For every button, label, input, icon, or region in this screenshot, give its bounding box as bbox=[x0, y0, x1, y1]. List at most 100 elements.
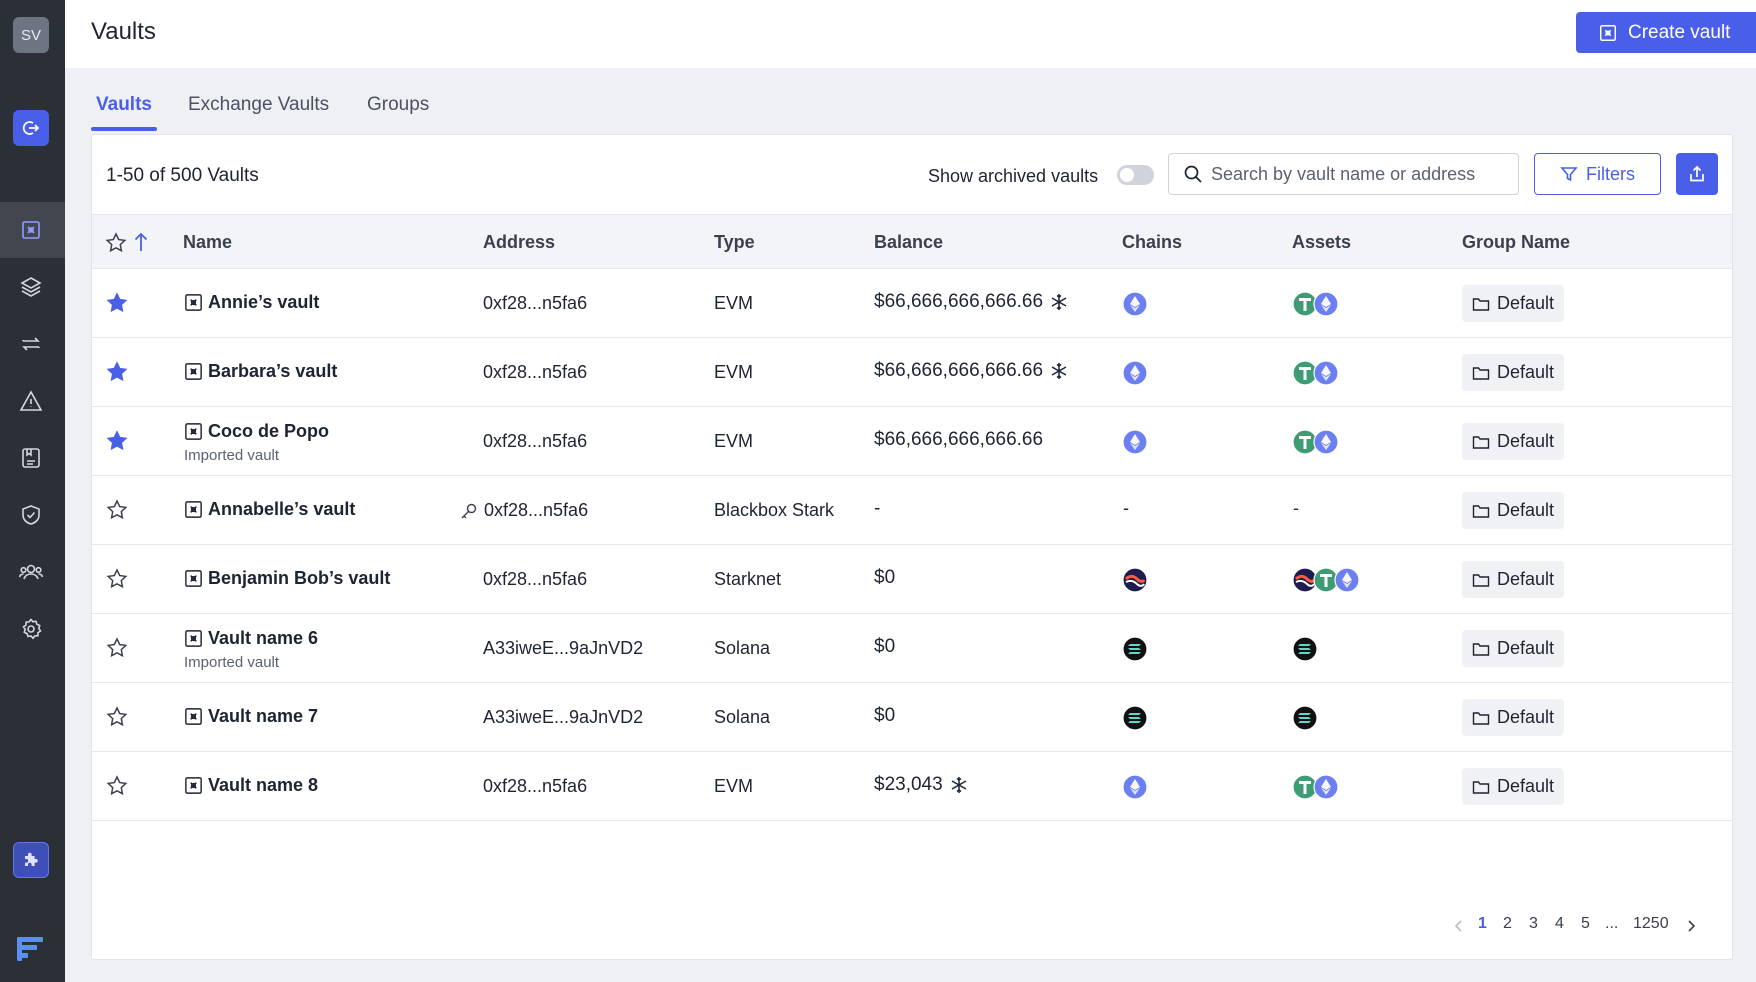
star-filled-icon[interactable] bbox=[105, 291, 129, 315]
vault-name[interactable]: Vault name 8 bbox=[183, 775, 318, 796]
vault-balance-text: $0 bbox=[874, 567, 896, 588]
vault-address[interactable]: 0xf28...n5fa6 bbox=[483, 776, 587, 797]
vault-icon bbox=[185, 363, 202, 380]
create-vault-button[interactable]: Create vault bbox=[1576, 12, 1756, 53]
exit-button[interactable] bbox=[13, 110, 49, 146]
asset-badge bbox=[1334, 567, 1360, 593]
vault-address[interactable]: 0xf28...n5fa6 bbox=[483, 569, 587, 590]
sidebar-item-vaults[interactable] bbox=[17, 216, 45, 244]
ethereum-icon bbox=[1122, 291, 1148, 317]
vault-subtitle: Imported vault bbox=[184, 447, 280, 464]
sidebar-item-users[interactable] bbox=[17, 558, 45, 586]
tab-vaults[interactable]: Vaults bbox=[96, 94, 152, 115]
vault-name[interactable]: Coco de Popo bbox=[183, 421, 329, 442]
page-link-4[interactable]: 4 bbox=[1555, 915, 1564, 932]
search-icon bbox=[1184, 165, 1202, 183]
group-chip[interactable]: Default bbox=[1462, 561, 1565, 598]
group-name-text: Default bbox=[1497, 707, 1555, 727]
table-row[interactable]: Vault name 7 A33iweE...9aJnVD2 Solana $0 Def… bbox=[92, 683, 1732, 752]
table-row[interactable]: Annie’s vault 0xf28...n5fa6 EVM $66,666,666… bbox=[92, 269, 1732, 338]
search-input[interactable] bbox=[1211, 163, 1511, 185]
vault-address[interactable]: 0xf28...n5fa6 bbox=[483, 431, 587, 452]
column-header-name[interactable]: Name bbox=[183, 232, 233, 252]
vault-address[interactable]: 0xf28...n5fa6 bbox=[483, 362, 587, 383]
star-outline-icon[interactable] bbox=[105, 498, 129, 522]
vault-name[interactable]: Vault name 6 bbox=[183, 628, 318, 649]
plugin-icon bbox=[25, 852, 38, 866]
vault-name[interactable]: Vault name 7 bbox=[183, 706, 318, 727]
table-row[interactable]: Coco de Popo Imported vault 0xf28...n5fa6 E… bbox=[92, 407, 1732, 476]
show-archived-toggle[interactable] bbox=[1117, 165, 1154, 185]
star-outline-icon[interactable] bbox=[104, 231, 128, 255]
table-row[interactable]: Annabelle’s vault 0xf28...n5fa6 Blackbox S… bbox=[92, 476, 1732, 545]
group-chip[interactable]: Default bbox=[1462, 354, 1565, 391]
group-name-text: Default bbox=[1497, 776, 1555, 796]
tab-groups[interactable]: Groups bbox=[367, 94, 430, 115]
star-outline-icon[interactable] bbox=[105, 567, 129, 591]
table-row[interactable]: Vault name 6 Imported vault A33iweE...9aJn… bbox=[92, 614, 1732, 683]
chain-badge bbox=[1122, 291, 1148, 317]
folder-icon bbox=[1472, 504, 1490, 518]
tab-exchange-vaults[interactable]: Exchange Vaults bbox=[188, 94, 330, 115]
vault-subtitle: Imported vault bbox=[184, 654, 280, 671]
sidebar-item-plugins[interactable] bbox=[13, 842, 49, 878]
filters-button[interactable]: Filters bbox=[1534, 153, 1661, 195]
group-chip[interactable]: Default bbox=[1462, 285, 1565, 322]
vault-address[interactable]: A33iweE...9aJnVD2 bbox=[483, 707, 643, 728]
star-outline-icon[interactable] bbox=[105, 636, 129, 660]
group-chip[interactable]: Default bbox=[1462, 630, 1565, 667]
sidebar-item-alerts[interactable] bbox=[17, 387, 45, 415]
vault-type: Solana bbox=[714, 707, 771, 727]
vault-address[interactable]: 0xf28...n5fa6 bbox=[483, 293, 587, 314]
sidebar-item-address-book[interactable] bbox=[17, 444, 45, 472]
transfer-icon bbox=[22, 337, 40, 351]
column-header-type: Type bbox=[714, 232, 755, 252]
group-name-text: Default bbox=[1497, 293, 1555, 313]
group-chip[interactable]: Default bbox=[1462, 492, 1565, 529]
chain-badge bbox=[1122, 636, 1148, 662]
group-chip[interactable]: Default bbox=[1462, 768, 1565, 805]
ethereum-icon bbox=[1122, 774, 1148, 800]
page-link-1[interactable]: 1 bbox=[1478, 915, 1487, 932]
frozen-snowflake-icon bbox=[1051, 294, 1067, 310]
avatar[interactable]: SV bbox=[13, 17, 49, 53]
group-name-text: Default bbox=[1497, 500, 1555, 520]
page-link-2[interactable]: 2 bbox=[1503, 915, 1512, 932]
star-filled-icon[interactable] bbox=[105, 360, 129, 384]
chevron-right-icon[interactable] bbox=[1686, 919, 1696, 933]
table-row[interactable]: Vault name 8 0xf28...n5fa6 EVM $23,043 Defau… bbox=[92, 752, 1732, 821]
star-filled-icon[interactable] bbox=[105, 429, 129, 453]
group-chip[interactable]: Default bbox=[1462, 423, 1565, 460]
vault-name-text: Benjamin Bob’s vault bbox=[208, 568, 391, 588]
search-field[interactable] bbox=[1168, 153, 1519, 195]
vault-name[interactable]: Barbara’s vault bbox=[183, 361, 337, 382]
vault-address[interactable]: A33iweE...9aJnVD2 bbox=[483, 638, 643, 659]
column-header-balance[interactable]: Balance bbox=[874, 232, 944, 252]
table-row[interactable]: Benjamin Bob’s vault 0xf28...n5fa6 Starkne… bbox=[92, 545, 1732, 614]
sort-ascending-icon[interactable] bbox=[133, 231, 149, 253]
export-button[interactable] bbox=[1676, 153, 1718, 195]
vault-name[interactable]: Annie’s vault bbox=[183, 292, 319, 313]
vault-type: EVM bbox=[714, 776, 754, 796]
group-chip[interactable]: Default bbox=[1462, 699, 1565, 736]
page-link-last[interactable]: 1250 bbox=[1633, 915, 1669, 932]
chevron-left-icon[interactable] bbox=[1454, 919, 1464, 933]
star-outline-icon[interactable] bbox=[105, 774, 129, 798]
star-outline-icon[interactable] bbox=[105, 705, 129, 729]
column-header-assets: Assets bbox=[1292, 232, 1352, 252]
vault-balance-text: $66,666,666,666.66 bbox=[874, 429, 1044, 450]
table-row[interactable]: Barbara’s vault 0xf28...n5fa6 EVM $66,666,6… bbox=[92, 338, 1732, 407]
vault-icon bbox=[185, 570, 202, 587]
vault-name[interactable]: Benjamin Bob’s vault bbox=[183, 568, 390, 589]
page-link-5[interactable]: 5 bbox=[1581, 915, 1590, 932]
vault-balance-text: - bbox=[874, 498, 881, 519]
sidebar-item-policies[interactable] bbox=[17, 501, 45, 529]
sidebar-item-assets[interactable] bbox=[17, 273, 45, 301]
vault-address[interactable]: 0xf28...n5fa6 bbox=[460, 500, 588, 521]
folder-icon bbox=[1472, 366, 1490, 380]
export-icon bbox=[1690, 165, 1704, 182]
page-link-3[interactable]: 3 bbox=[1529, 915, 1538, 932]
sidebar-item-transactions[interactable] bbox=[17, 330, 45, 358]
sidebar-item-settings[interactable] bbox=[17, 615, 45, 643]
vault-name[interactable]: Annabelle’s vault bbox=[183, 499, 355, 520]
